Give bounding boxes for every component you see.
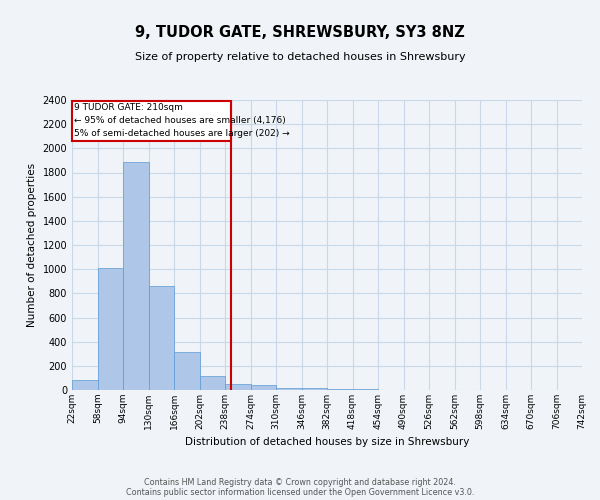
Bar — [225, 384, 251, 390]
Text: 9 TUDOR GATE: 210sqm
← 95% of detached houses are smaller (4,176)
5% of semi-det: 9 TUDOR GATE: 210sqm ← 95% of detached h… — [74, 103, 290, 138]
Bar — [123, 162, 149, 390]
Bar — [72, 380, 97, 390]
Bar — [302, 388, 327, 390]
Bar — [174, 352, 199, 390]
Bar — [199, 376, 225, 390]
FancyBboxPatch shape — [72, 101, 230, 141]
Y-axis label: Number of detached properties: Number of detached properties — [27, 163, 37, 327]
Bar — [276, 388, 302, 390]
Text: Contains HM Land Registry data © Crown copyright and database right 2024.
Contai: Contains HM Land Registry data © Crown c… — [126, 478, 474, 497]
Bar — [251, 385, 276, 390]
Bar — [97, 268, 123, 390]
Text: Size of property relative to detached houses in Shrewsbury: Size of property relative to detached ho… — [134, 52, 466, 62]
Bar — [149, 286, 174, 390]
X-axis label: Distribution of detached houses by size in Shrewsbury: Distribution of detached houses by size … — [185, 438, 469, 448]
Text: 9, TUDOR GATE, SHREWSBURY, SY3 8NZ: 9, TUDOR GATE, SHREWSBURY, SY3 8NZ — [135, 25, 465, 40]
